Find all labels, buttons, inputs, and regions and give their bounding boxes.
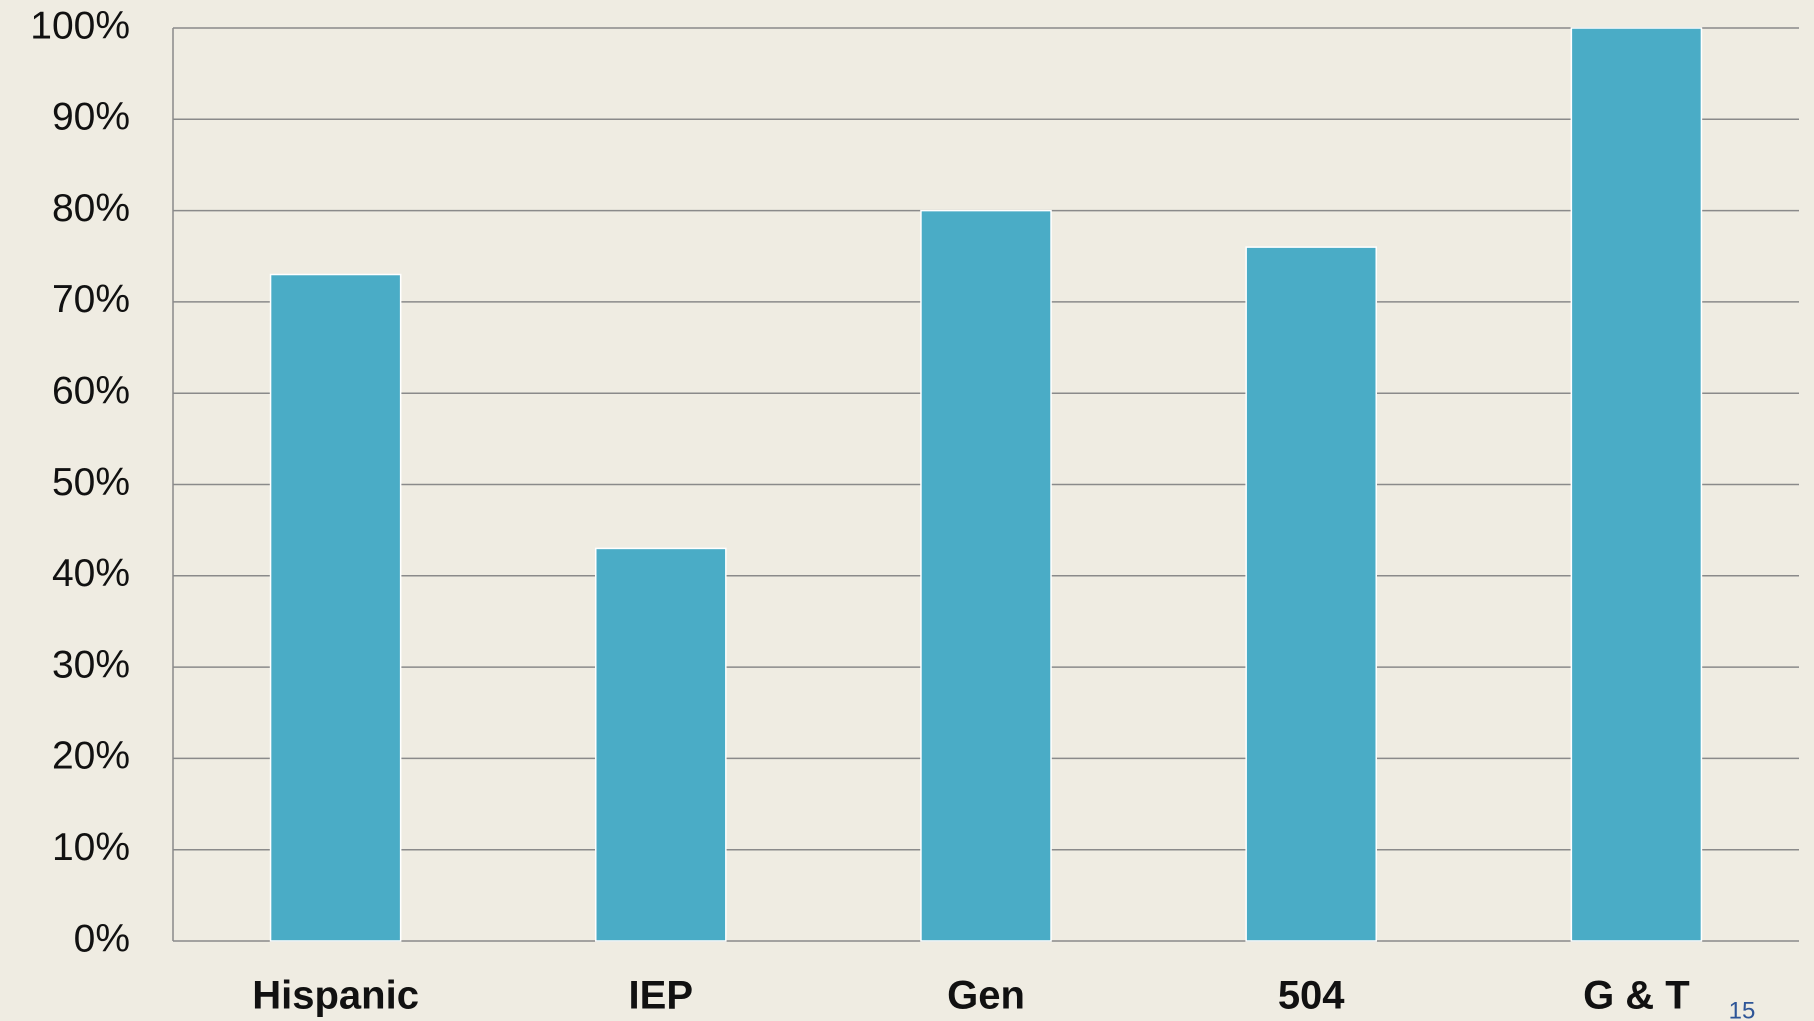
bar	[1245, 246, 1377, 942]
y-tick-label: 40%	[52, 552, 130, 595]
bar	[920, 209, 1052, 942]
y-tick-label: 20%	[52, 735, 130, 778]
y-tick-label: 50%	[52, 461, 130, 504]
bar	[269, 273, 402, 942]
y-tick-label: 70%	[52, 278, 130, 321]
y-tick-label: 90%	[52, 96, 130, 139]
x-tick-label: Gen	[947, 974, 1025, 1018]
y-tick-label: 30%	[52, 643, 130, 686]
bar	[1570, 27, 1703, 942]
page-number: 15	[1729, 997, 1756, 1021]
y-tick-label: 80%	[52, 187, 130, 230]
x-tick-label: IEP	[629, 974, 693, 1018]
y-tick-label: 100%	[30, 4, 130, 47]
y-tick-label: 10%	[52, 826, 130, 869]
y-tick-label: 60%	[52, 369, 130, 412]
x-tick-label: G & T	[1583, 974, 1690, 1018]
y-tick-label: 0%	[74, 917, 130, 960]
x-tick-label: Hispanic	[252, 974, 419, 1018]
bar	[595, 547, 727, 942]
x-tick-label: 504	[1278, 974, 1345, 1018]
